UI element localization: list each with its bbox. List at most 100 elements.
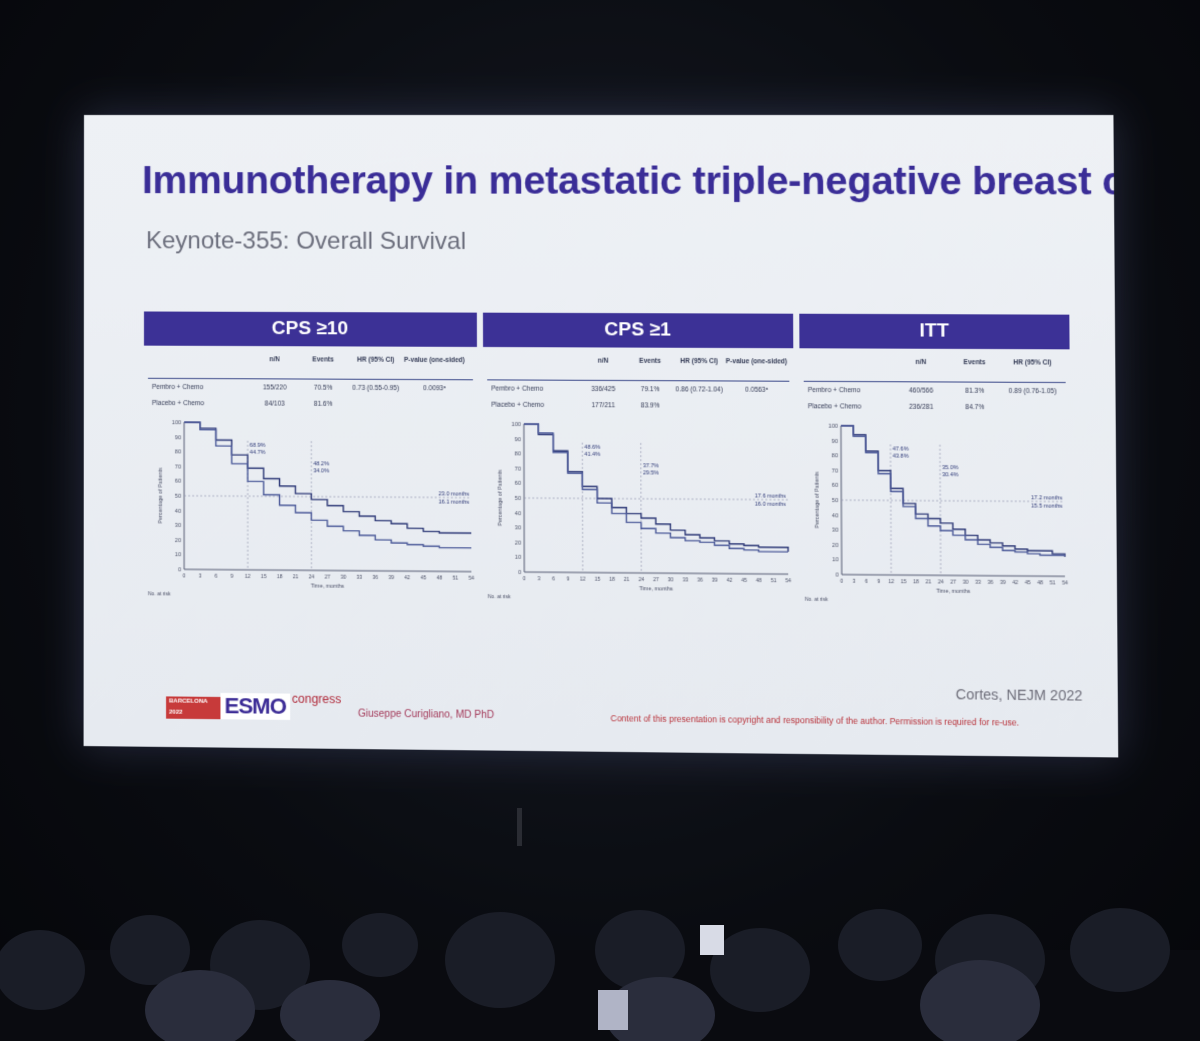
y-tick-label: 80 [515,452,521,458]
x-tick-label: 0 [183,573,186,579]
y-tick-label: 70 [832,468,838,474]
panel-cps10: CPS ≥10 n/N Events HR (95% CI) P-value (… [144,311,478,616]
col-header: Events [293,356,354,363]
slide-subtitle: Keynote-355: Overall Survival [146,227,466,256]
table-rule [487,379,789,381]
x-tick-label: 24 [309,574,315,580]
annotation-24mo: 30.4% [942,472,958,478]
x-tick-label: 33 [975,580,981,586]
y-tick-label: 90 [832,439,838,445]
y-tick-label: 20 [832,543,838,549]
annotation-24mo: 48.2% [313,461,329,467]
y-tick-label: 60 [832,483,838,489]
x-axis [524,572,788,574]
col-header: HR (95% CI) [345,357,406,364]
panel-header: CPS ≥10 [144,311,477,346]
table-rule [804,381,1066,383]
x-tick-label: 48 [756,578,762,584]
stats-table: n/N Events HR (95% CI) P-value (one-side… [144,346,477,418]
x-axis-title: Time, months [639,586,673,592]
y-tick-label: 100 [512,422,521,428]
x-tick-label: 27 [950,580,956,586]
x-tick-label: 6 [215,574,218,580]
x-tick-label: 45 [741,578,747,584]
y-axis-title: Percentage of Patients [498,469,504,526]
x-tick-label: 42 [405,575,411,581]
km-curve-placebo [841,426,1065,556]
logo-wordmark: ESMO [220,693,289,720]
x-tick-label: 15 [595,577,601,583]
cell: 0.86 (0.72-1.04) [669,386,730,393]
median-label: 23.0 months [439,491,470,497]
km-chart: 01020304050607080901000 3 6 9 12 15 18 21 24 27 30… [144,416,478,616]
y-tick-label: 30 [832,528,838,534]
x-tick-label: 21 [293,574,299,580]
citation: Cortes, NEJM 2022 [956,686,1083,704]
median-label: 17.2 months [1031,495,1063,501]
col-header: P-value (one-sided) [404,357,465,364]
annotation-12mo: 48.6% [584,445,600,451]
x-tick-label: 18 [913,579,919,585]
microphone-stand [517,808,522,846]
col-header: P-value (one-sided) [726,358,788,365]
row-label: Placebo + Chemo [808,403,861,410]
x-axis [842,575,1065,577]
x-tick-label: 15 [261,574,267,580]
x-tick-label: 30 [668,577,674,583]
y-tick-label: 10 [515,555,521,561]
annotation-24mo: 35.0% [942,465,958,471]
x-tick-label: 24 [638,577,644,583]
y-tick-label: 80 [175,450,181,456]
x-tick-label: 39 [389,575,395,581]
x-tick-label: 3 [537,576,540,582]
x-tick-label: 33 [357,575,363,581]
y-tick-label: 70 [515,466,521,472]
annotation-12mo: 68.9% [250,443,266,449]
y-tick-label: 0 [835,572,838,578]
presenter-name: Giuseppe Curigliano, MD PhD [358,708,494,721]
y-tick-label: 50 [175,494,181,500]
x-tick-label: 0 [840,579,843,585]
x-tick-label: 15 [901,579,907,585]
logo-city: BARCELONA [169,696,220,708]
cell: 81.6% [293,401,354,408]
y-tick-label: 100 [172,420,181,426]
x-tick-label: 42 [727,578,733,584]
median-label: 16.1 months [439,499,470,505]
panel-header: CPS ≥1 [483,313,793,349]
panel-itt: ITT n/N Events HR (95% CI) Pembro + Chem… [799,314,1071,622]
cell: 0.0563ᵃ [726,387,788,394]
x-tick-label: 9 [877,579,880,585]
x-tick-label: 36 [373,575,379,581]
x-tick-label: 36 [697,577,703,583]
col-header: Events [944,359,1006,366]
y-tick-label: 40 [515,511,521,517]
y-tick-label: 40 [832,513,838,519]
cell: 81.3% [944,388,1006,395]
esmo-logo: BARCELONA 2022 ESMO congress [166,692,341,720]
x-tick-label: 51 [453,576,459,582]
no-at-risk-label: No. at risk [148,591,171,597]
x-tick-label: 12 [888,579,894,585]
x-tick-label: 18 [277,574,283,580]
median-label: 17.6 months [755,493,786,499]
annotation-24mo: 29.5% [643,470,659,476]
cell: 84.7% [944,404,1006,411]
x-tick-label: 51 [771,578,777,584]
x-tick-label: 6 [865,579,868,585]
y-tick-label: 70 [175,464,181,470]
km-curve-placebo [524,424,788,552]
x-tick-label: 30 [963,580,969,586]
audience-silhouettes [0,890,1200,1041]
annotation-12mo: 47.6% [893,446,909,452]
median-reference-line [184,496,471,498]
x-tick-label: 39 [1000,580,1006,586]
logo-year: 2022 [169,708,220,720]
y-tick-label: 10 [175,553,181,559]
y-tick-label: 60 [175,479,181,485]
median-label: 15.5 months [1031,503,1063,509]
y-tick-label: 60 [515,481,521,487]
x-tick-label: 6 [552,576,555,582]
x-tick-label: 30 [341,575,347,581]
x-tick-label: 21 [925,579,931,585]
